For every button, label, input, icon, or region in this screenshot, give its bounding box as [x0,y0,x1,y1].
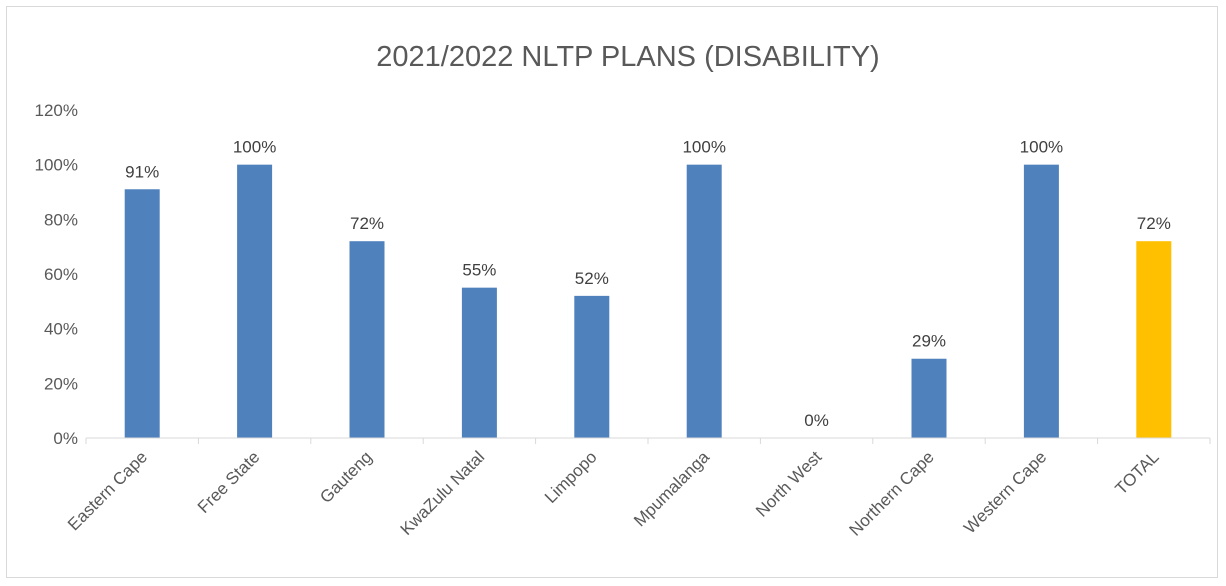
y-tick-label: 100% [35,156,78,175]
y-tick-label: 20% [44,374,78,393]
category-labels-group: Eastern Cape Free State Gauteng KwaZulu Nat… [64,447,1163,540]
y-axis-ticks: 0% 20% 40% 60% 80% 100% 120% [35,101,78,448]
y-tick-label: 120% [35,101,78,120]
bar [911,358,947,438]
y-tick-label: 80% [44,210,78,229]
bar [124,189,160,438]
bar [237,164,273,438]
y-tick-label: 0% [53,429,78,448]
y-tick-label: 60% [44,265,78,284]
category-label: North West [752,447,826,521]
data-label: 72% [1137,214,1171,233]
category-label: KwaZulu Natal [397,447,489,539]
data-labels-group: 91% 100% 72% 55% 52% 100% 0% 29% 100% 72% [125,138,1171,430]
bar [1136,241,1172,438]
data-label: 0% [804,411,829,430]
bars-group [124,164,1172,438]
category-label: Mpumalanga [630,447,713,530]
category-label: Gauteng [316,447,376,507]
data-label: 91% [125,162,159,181]
data-label: 100% [1020,138,1063,157]
chart-title: 2021/2022 NLTP PLANS (DISABILITY) [376,41,879,73]
data-label: 100% [682,138,725,157]
category-label: Western Cape [960,447,1050,537]
bar [686,164,722,438]
y-tick-label: 40% [44,320,78,339]
category-label: Eastern Cape [64,447,151,534]
x-axis-ticks [85,438,1211,444]
bar [574,295,610,438]
category-label: TOTAL [1112,447,1163,498]
data-label: 29% [912,332,946,351]
data-label: 100% [233,138,276,157]
data-label: 52% [575,269,609,288]
category-label: Free State [194,447,264,517]
data-label: 55% [462,261,496,280]
data-label: 72% [350,214,384,233]
bar [1023,164,1059,438]
category-label: Northern Cape [846,447,938,539]
bar [461,287,497,438]
category-label: Limpopo [541,447,601,507]
bar [349,241,385,438]
chart-frame [6,6,1218,578]
